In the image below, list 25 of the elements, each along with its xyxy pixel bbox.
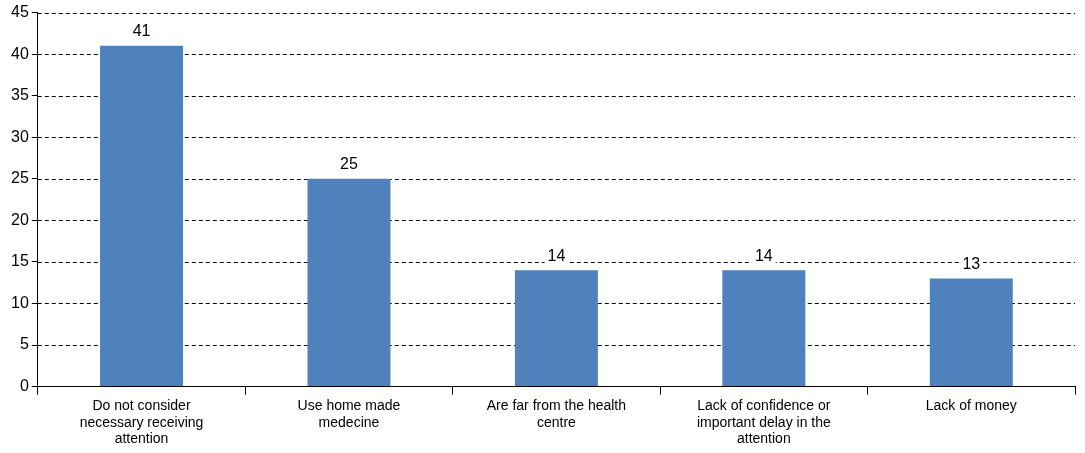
data-label: 14 (754, 246, 773, 264)
y-tick-label: 15 (11, 252, 29, 270)
y-tick-label: 10 (11, 293, 29, 311)
y-tick-label: 35 (11, 86, 29, 104)
y-tick-label: 0 (19, 377, 29, 395)
y-tick-label: 45 (11, 3, 29, 21)
y-tick-label: 25 (11, 169, 29, 187)
bar (514, 270, 598, 387)
data-label: 41 (132, 22, 151, 40)
data-label: 25 (340, 155, 358, 173)
bar (100, 45, 184, 387)
x-tick-label: Are far from the health centre (486, 396, 627, 430)
y-tick-label: 30 (11, 127, 29, 145)
data-label: 13 (962, 254, 981, 272)
x-tick-label: Lack of money (925, 396, 1017, 413)
y-tick-label: 5 (19, 335, 29, 353)
y-tick-label: 20 (11, 210, 29, 228)
x-tick-label: Lack of confidence or important delay in the attention (696, 396, 831, 447)
x-tick-label: Use home made medecine (297, 396, 401, 430)
bar (307, 178, 391, 387)
bar (929, 278, 1013, 387)
y-tick-label: 40 (11, 44, 29, 62)
x-tick-label: Do not consider necessary receiving attention (79, 396, 204, 447)
bar (722, 270, 806, 387)
data-label: 14 (547, 246, 566, 264)
